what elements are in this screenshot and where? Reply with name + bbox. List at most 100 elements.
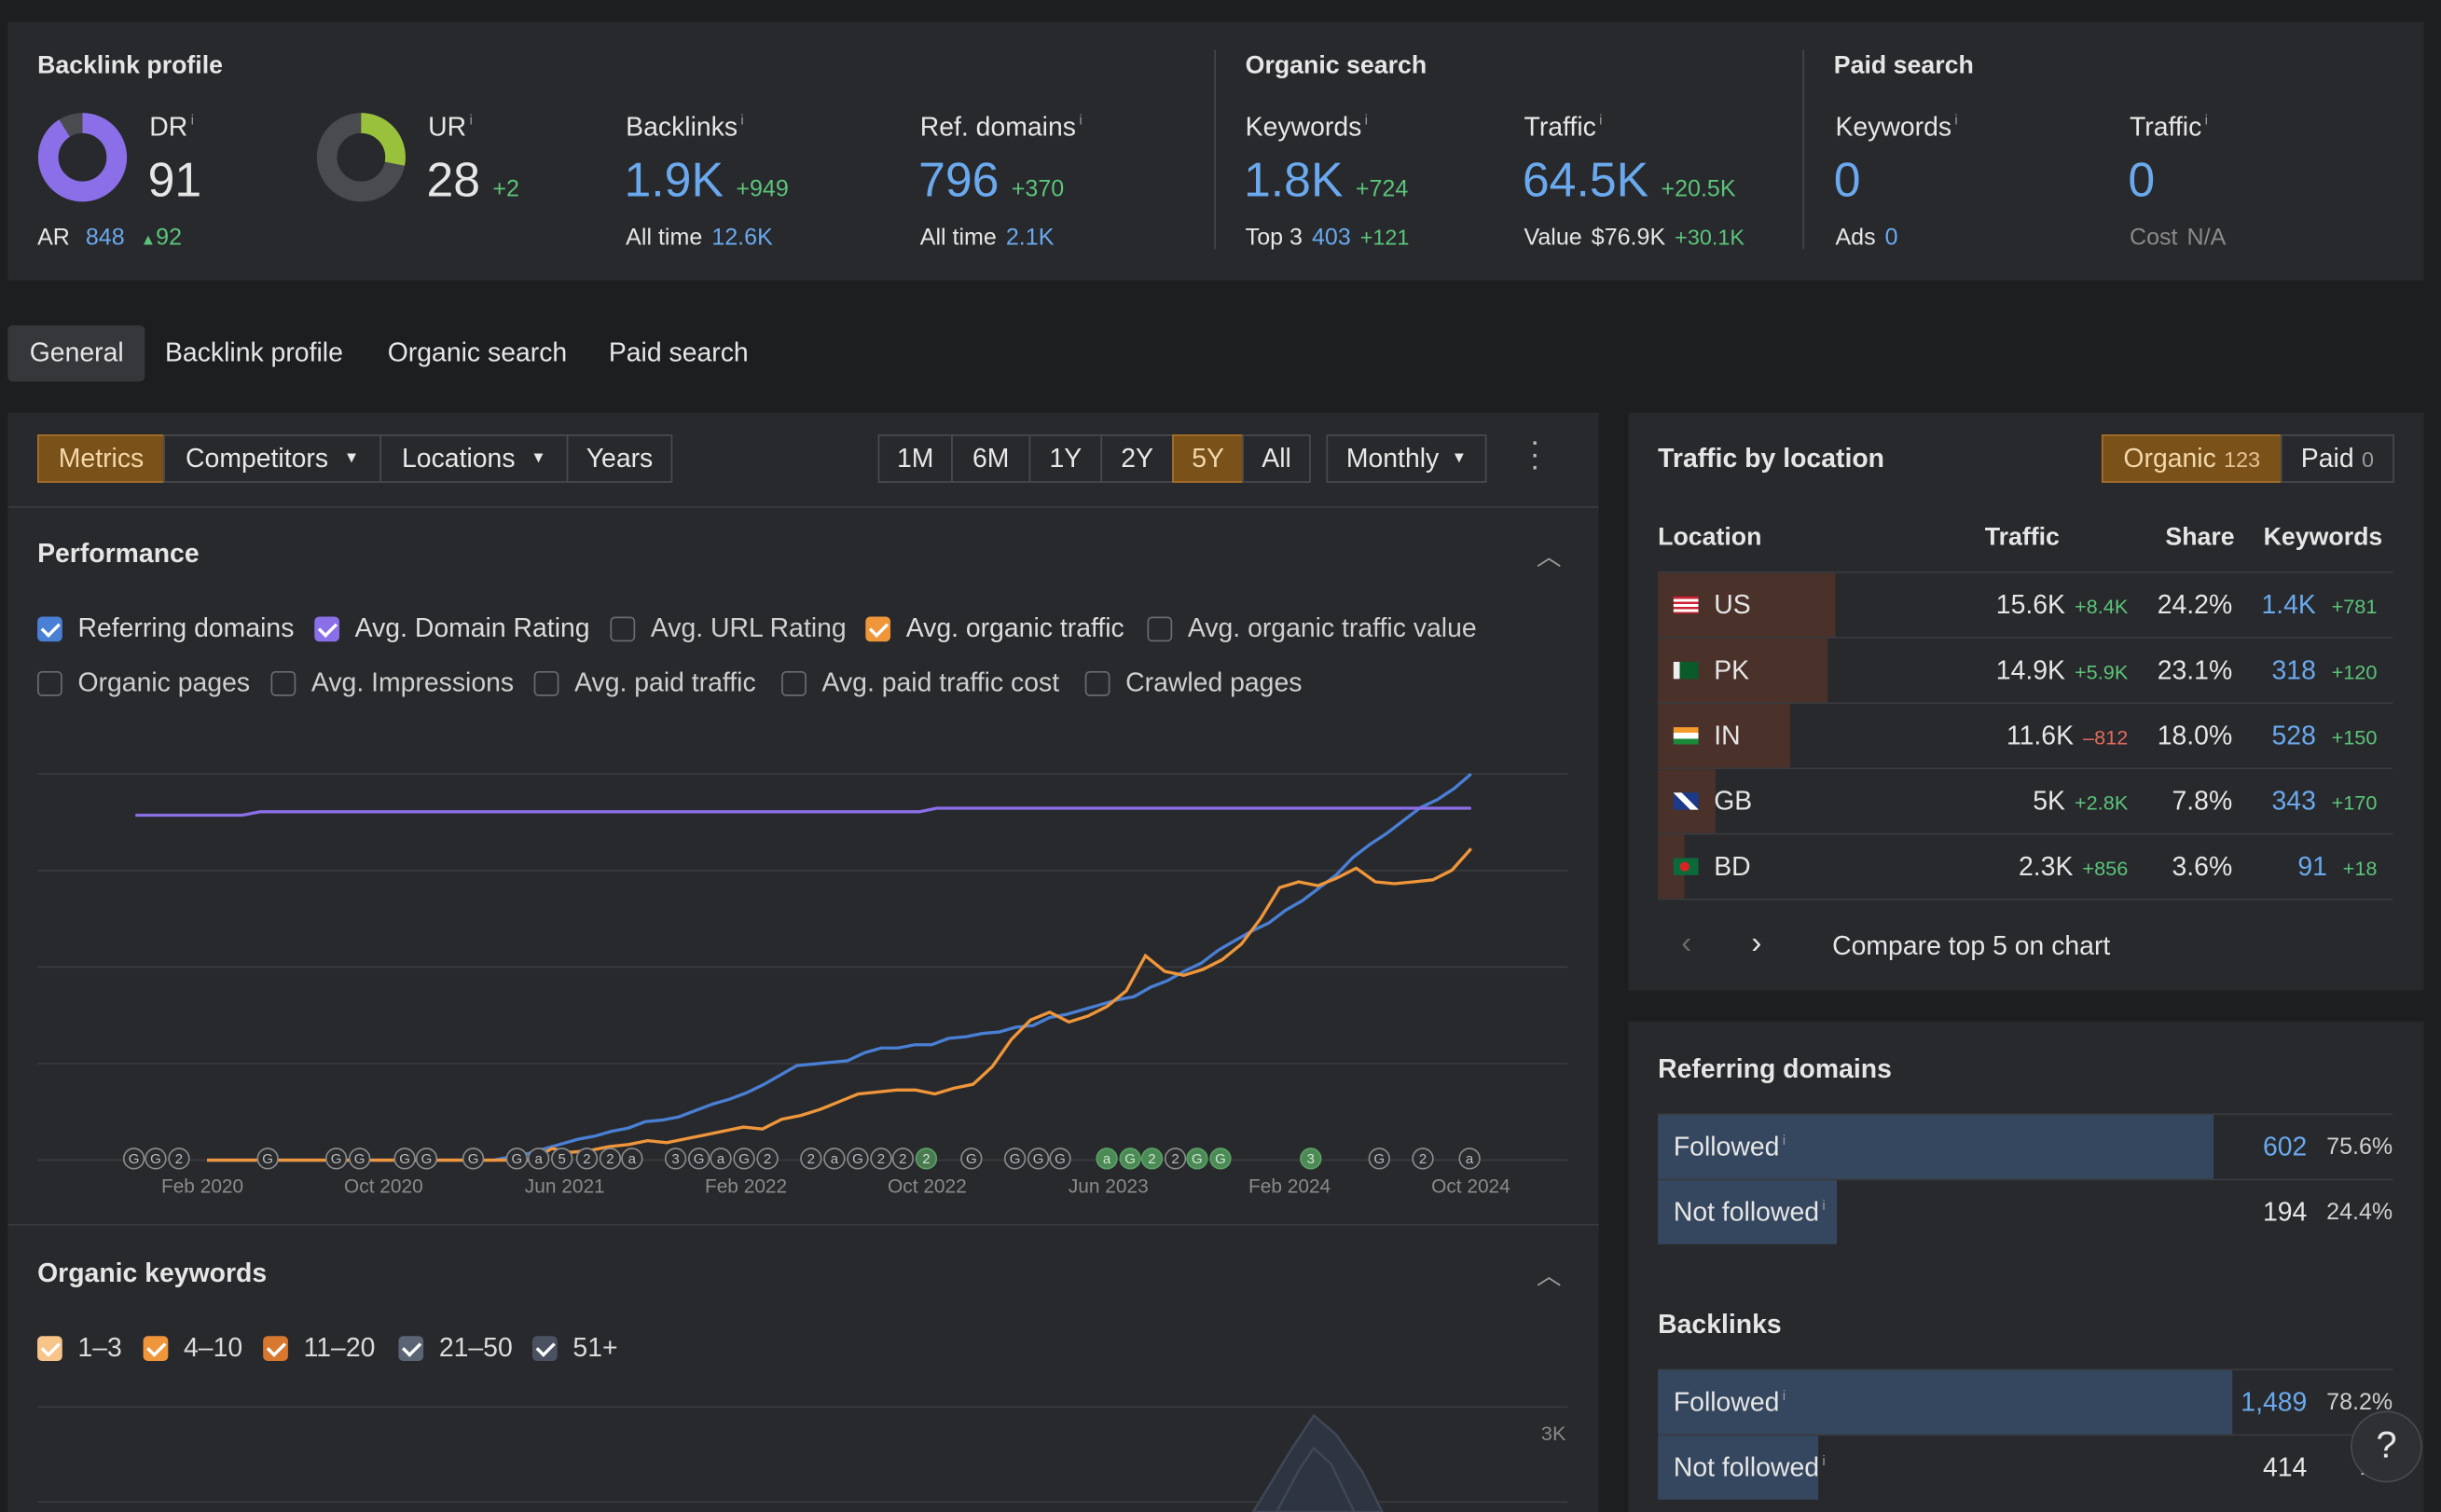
location-row-us[interactable]: US 15.6K +8.4K 24.2% 1.4K +781: [1658, 571, 2393, 638]
event-marker-icon[interactable]: G: [1119, 1148, 1141, 1170]
event-marker-icon[interactable]: 2: [891, 1148, 915, 1170]
collapse-organic-keywords-icon[interactable]: ︿: [1536, 1264, 1562, 1291]
event-marker-icon[interactable]: 2: [599, 1148, 622, 1170]
event-marker-icon[interactable]: G: [348, 1148, 371, 1170]
info-icon[interactable]: i: [1782, 1387, 1786, 1404]
event-marker-icon[interactable]: 2: [1140, 1148, 1164, 1170]
event-marker-icon[interactable]: a: [710, 1148, 732, 1170]
organic-toggle[interactable]: Organic 123: [2101, 434, 2282, 483]
metrics-button[interactable]: Metrics: [37, 434, 165, 483]
bl-followed-row[interactable]: Followed i 1,489 78.2%: [1658, 1368, 2393, 1435]
event-marker-icon[interactable]: G: [1049, 1148, 1071, 1170]
series-line-avg-organic-traffic[interactable]: [207, 847, 1473, 1162]
event-marker-icon[interactable]: G: [1186, 1148, 1208, 1170]
ref-domains-value[interactable]: 796 +370: [918, 152, 1065, 208]
compare-top5-link[interactable]: Compare top 5 on chart: [1832, 930, 2111, 961]
organic-traffic-label[interactable]: Traffic i: [1524, 112, 1603, 143]
event-marker-icon[interactable]: G: [324, 1148, 348, 1170]
rd-not-followed-row[interactable]: Not followed i 194 24.4%: [1658, 1178, 2393, 1244]
info-icon[interactable]: i: [1822, 1198, 1826, 1214]
more-options-icon[interactable]: · · ·: [1529, 425, 1540, 485]
col-traffic-header[interactable]: Traffic: [1984, 524, 2060, 552]
country-code[interactable]: GB: [1714, 785, 1753, 816]
event-marker-icon[interactable]: G: [462, 1148, 485, 1170]
checkbox-avg-paid-traffic[interactable]: Avg. paid traffic: [533, 668, 756, 699]
event-marker-icon[interactable]: G: [256, 1148, 279, 1170]
tab-organic-search[interactable]: Organic search: [387, 337, 568, 368]
ar-value[interactable]: 848: [85, 224, 125, 251]
paid-toggle[interactable]: Paid 0: [2280, 434, 2394, 483]
paid-traffic-value[interactable]: 0: [2128, 152, 2156, 208]
event-marker-icon[interactable]: a: [621, 1148, 643, 1170]
checkbox-organic-pages[interactable]: Organic pages: [37, 668, 250, 699]
info-icon[interactable]: i: [1954, 112, 1958, 129]
backlinks-label[interactable]: Backlinks i: [626, 112, 744, 143]
range-2y-button[interactable]: 2Y: [1100, 434, 1174, 483]
dr-label[interactable]: DR i: [149, 112, 194, 143]
ur-label[interactable]: UR i: [428, 112, 473, 143]
event-marker-icon[interactable]: 3: [664, 1148, 687, 1170]
checkbox-kw-1-3[interactable]: 1–3: [37, 1333, 122, 1364]
checkbox-avg-organic-traffic-value[interactable]: Avg. organic traffic value: [1147, 613, 1477, 644]
event-marker-icon[interactable]: 2: [915, 1148, 938, 1170]
info-icon[interactable]: i: [1364, 112, 1368, 129]
event-marker-icon[interactable]: 2: [575, 1148, 599, 1170]
info-icon[interactable]: i: [1782, 1133, 1786, 1148]
event-marker-icon[interactable]: 5: [551, 1148, 573, 1170]
checkbox-kw-11-20[interactable]: 11–20: [263, 1333, 375, 1364]
tab-backlink-profile[interactable]: Backlink profile: [164, 337, 343, 368]
competitors-dropdown[interactable]: Competitors ▼: [163, 434, 382, 483]
event-marker-icon[interactable]: G: [415, 1148, 438, 1170]
event-marker-icon[interactable]: 2: [870, 1148, 892, 1170]
range-1m-button[interactable]: 1M: [877, 434, 953, 483]
event-marker-icon[interactable]: G: [687, 1148, 710, 1170]
location-row-bd[interactable]: BD 2.3K +856 3.6% 91 +18: [1658, 832, 2393, 899]
event-marker-icon[interactable]: G: [1003, 1148, 1027, 1170]
country-code[interactable]: IN: [1714, 720, 1741, 750]
tab-paid-search[interactable]: Paid search: [608, 337, 749, 368]
range-5y-button[interactable]: 5Y: [1172, 434, 1245, 483]
event-marker-icon[interactable]: G: [145, 1148, 167, 1170]
info-icon[interactable]: i: [190, 112, 194, 129]
info-icon[interactable]: i: [1822, 1453, 1826, 1469]
checkbox-avg-impressions[interactable]: Avg. Impressions: [270, 668, 514, 699]
years-button[interactable]: Years: [566, 434, 673, 483]
event-marker-icon[interactable]: G: [1209, 1148, 1232, 1170]
range-1y-button[interactable]: 1Y: [1028, 434, 1103, 483]
col-keywords-header[interactable]: Keywords: [2263, 524, 2383, 552]
interval-dropdown[interactable]: Monthly ▼: [1326, 434, 1487, 483]
collapse-performance-icon[interactable]: ︿: [1536, 544, 1562, 572]
event-marker-icon[interactable]: G: [847, 1148, 869, 1170]
keywords-cell[interactable]: 528 +150: [2271, 721, 2378, 751]
event-marker-icon[interactable]: G: [505, 1148, 528, 1170]
keywords-cell[interactable]: 1.4K +781: [2261, 590, 2378, 620]
checkbox-avg-domain-rating[interactable]: Avg. Domain Rating: [314, 613, 590, 644]
organic-traffic-value[interactable]: 64.5K +20.5K: [1522, 152, 1736, 208]
checkbox-crawled-pages[interactable]: Crawled pages: [1084, 668, 1302, 699]
tab-general[interactable]: General: [7, 325, 146, 382]
checkbox-avg-paid-traffic-cost[interactable]: Avg. paid traffic cost: [781, 668, 1059, 699]
event-marker-icon[interactable]: G: [733, 1148, 755, 1170]
event-marker-icon[interactable]: G: [1027, 1148, 1050, 1170]
keywords-cell[interactable]: 318 +120: [2271, 655, 2378, 686]
event-marker-icon[interactable]: a: [1458, 1148, 1481, 1170]
range-all-button[interactable]: All: [1242, 434, 1311, 483]
paid-traffic-label[interactable]: Traffic i: [2130, 112, 2208, 143]
backlinks-value[interactable]: 1.9K +949: [624, 152, 789, 208]
col-share-header[interactable]: Share: [2165, 524, 2235, 552]
col-location-header[interactable]: Location: [1658, 524, 1762, 552]
organic-keywords-label[interactable]: Keywords i: [1245, 112, 1368, 143]
event-marker-icon[interactable]: G: [1368, 1148, 1390, 1170]
checkbox-kw-4-10[interactable]: 4–10: [143, 1333, 242, 1364]
info-icon[interactable]: i: [469, 112, 473, 129]
organic-keywords-value[interactable]: 1.8K +724: [1244, 152, 1409, 208]
rd-followed-row[interactable]: Followed i 602 75.6%: [1658, 1113, 2393, 1179]
paid-keywords-value[interactable]: 0: [1833, 152, 1861, 208]
checkbox-avg-url-rating[interactable]: Avg. URL Rating: [610, 613, 847, 644]
help-button[interactable]: ?: [2351, 1410, 2422, 1483]
next-page-icon[interactable]: ›: [1751, 926, 1762, 961]
checkbox-kw-51-plus[interactable]: 51+: [532, 1333, 618, 1364]
info-icon[interactable]: i: [1079, 112, 1083, 129]
event-marker-icon[interactable]: 2: [168, 1148, 190, 1170]
